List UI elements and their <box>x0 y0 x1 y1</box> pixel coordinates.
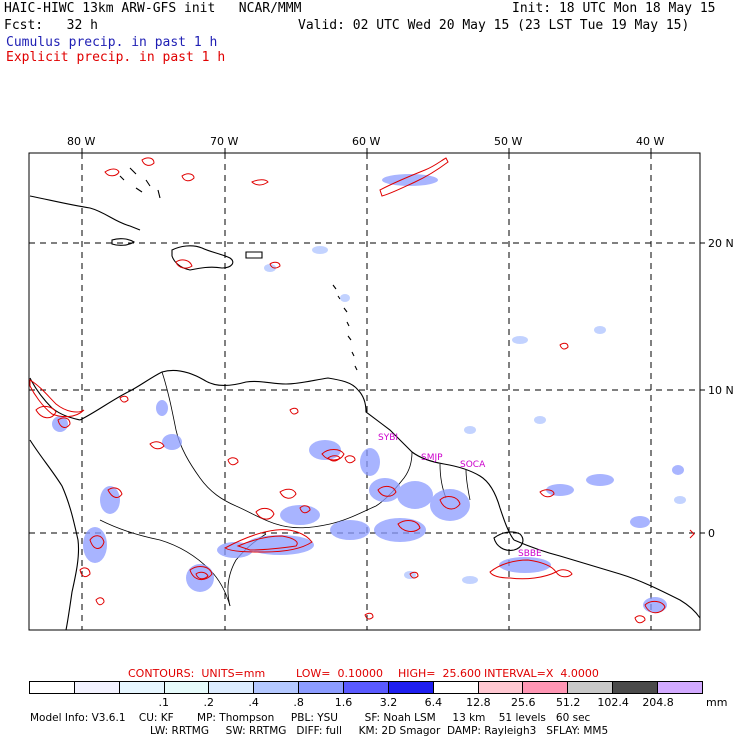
colorbar-swatch <box>164 682 210 693</box>
valid-time: Valid: 02 UTC Wed 20 May 15 (23 LST Tue … <box>298 18 690 33</box>
colorbar-swatch <box>119 682 165 693</box>
colorbar-label: .1 <box>158 696 170 709</box>
colorbar-swatch <box>209 682 255 693</box>
lon-label-80w: 80 W <box>67 135 95 148</box>
colorbar-swatch <box>478 682 524 693</box>
colorbar-label: .4 <box>248 696 259 709</box>
init-time: Init: 18 UTC Mon 18 May 15 <box>512 1 716 16</box>
contours-interval: INTERVAL=X 4.0000 <box>484 667 599 680</box>
lon-labels: 80 W 70 W 60 W 50 W 40 W <box>67 135 664 148</box>
model-info-line2: LW: RRTMG SW: RRTMG DIFF: full KM: 2D Sm… <box>150 725 609 737</box>
colorbar <box>29 681 703 694</box>
colorbar-swatch <box>254 682 300 693</box>
colorbar-label: 102.4 <box>597 696 629 709</box>
map-frame <box>28 152 701 631</box>
forecast-hour: Fcst: 32 h <box>4 18 98 33</box>
coastlines <box>29 167 701 631</box>
colorbar-swatch <box>658 682 702 693</box>
colorbar-label: 204.8 <box>642 696 674 709</box>
lat-label-10n: 10 N <box>708 384 734 397</box>
colorbar-swatch <box>568 682 614 693</box>
colorbar-label: .2 <box>203 696 214 709</box>
lon-label-40w: 40 W <box>636 135 664 148</box>
colorbar-swatch <box>30 682 75 693</box>
contours-prefix: CONTOURS: UNITS=mm <box>128 667 266 680</box>
colorbar-swatch <box>613 682 659 693</box>
model-title: HAIC-HIWC 13km ARW-GFS init NCAR/MMM <box>4 1 302 16</box>
colorbar-swatch <box>523 682 569 693</box>
station-label-sbbe: SBBE <box>518 549 542 559</box>
station-label-smjp: SMJP <box>421 453 443 463</box>
station-label-soca: SOCA <box>460 460 486 470</box>
model-info-line1: Model Info: V3.6.1 CU: KF MP: Thompson P… <box>30 712 591 724</box>
colorbar-label: 12.8 <box>466 696 491 709</box>
colorbar-label: .8 <box>293 696 304 709</box>
lon-label-50w: 50 W <box>494 135 522 148</box>
explicit-precip-contours <box>29 157 695 624</box>
colorbar-swatch <box>74 682 120 693</box>
colorbar-label: 51.2 <box>555 696 581 709</box>
cumulus-precip <box>52 174 684 613</box>
colorbar-label: 25.6 <box>511 696 536 709</box>
colorbar-label: 1.6 <box>334 696 353 709</box>
contours-high: HIGH= 25.600 <box>398 667 482 680</box>
grid-ticks <box>81 148 705 534</box>
station-label-sybi: SYBI <box>378 433 398 443</box>
lat-label-0: 0 <box>708 527 715 540</box>
colorbar-label: 3.2 <box>379 696 398 709</box>
colorbar-swatch <box>344 682 389 693</box>
lat-labels: 20 N 10 N 0 <box>708 237 734 540</box>
legend-cumulus: Cumulus precip. in past 1 h <box>6 35 218 50</box>
colorbar-swatch <box>433 682 479 693</box>
lon-label-60w: 60 W <box>352 135 380 148</box>
colorbar-swatch <box>388 682 434 693</box>
colorbar-unit: mm <box>706 696 728 709</box>
cumulus-precip-light <box>264 246 686 584</box>
lat-label-20n: 20 N <box>708 237 734 250</box>
contours-low: LOW= 0.10000 <box>296 667 383 680</box>
colorbar-swatch <box>299 682 345 693</box>
station-labels: SYBI SMJP SOCA SBBE <box>378 433 542 559</box>
legend-explicit: Explicit precip. in past 1 h <box>6 50 226 65</box>
colorbar-label: 6.4 <box>424 696 443 709</box>
lon-label-70w: 70 W <box>210 135 238 148</box>
